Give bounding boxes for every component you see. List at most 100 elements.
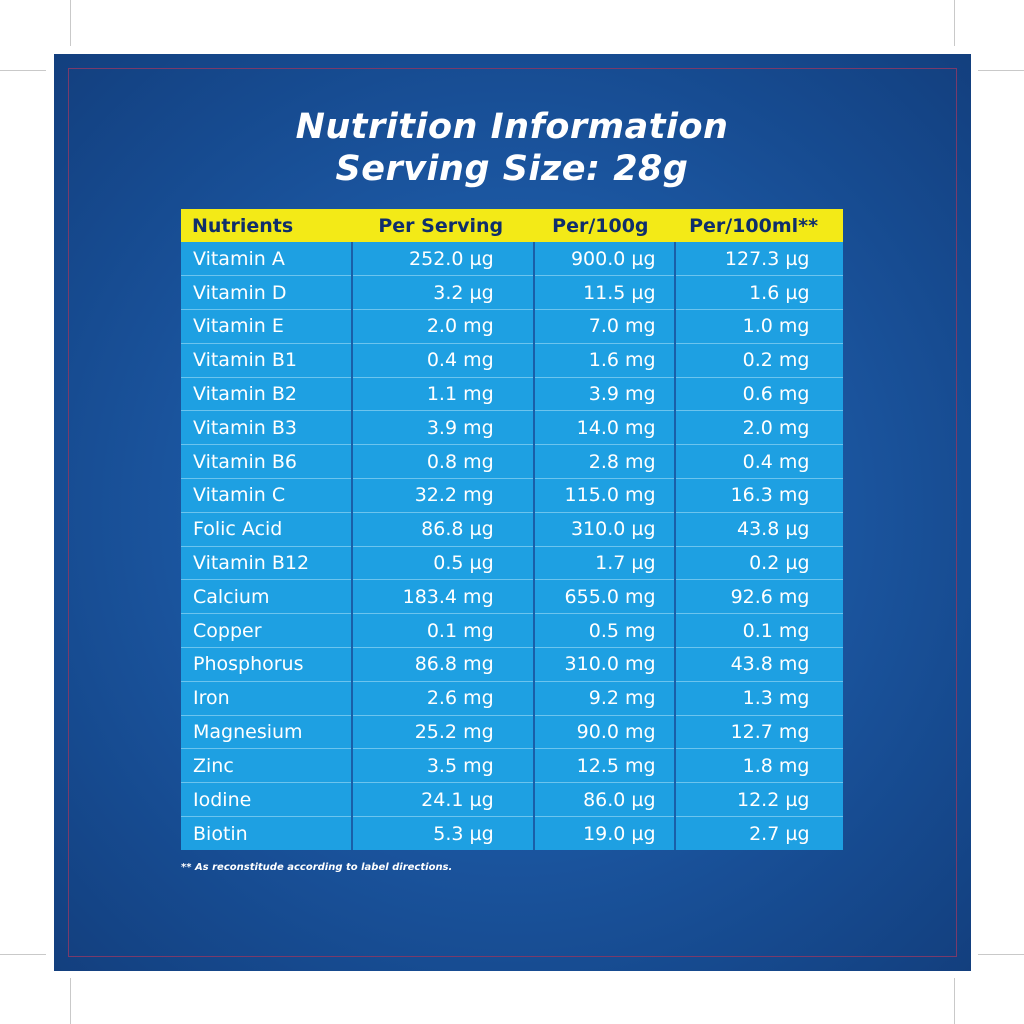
per-100g-value: 115.0 mg — [533, 478, 676, 513]
per-serving-value: 3.5 mg — [351, 748, 535, 783]
nutrient-name: Folic Acid — [181, 511, 353, 547]
table-row: Vitamin E 2.0 mg 7.0 mg 1.0 mg — [181, 309, 843, 344]
per-100ml-value: 0.1 mg — [674, 613, 843, 648]
per-100g-value: 86.0 µg — [533, 782, 676, 817]
per-serving-value: 0.4 mg — [351, 342, 535, 378]
column-header-per-100g: Per/100g — [533, 209, 676, 242]
per-serving-value: 0.5 µg — [351, 545, 535, 580]
table-row: Iron 2.6 mg 9.2 mg 1.3 mg — [181, 680, 843, 716]
table-row: Phosphorus 86.8 mg 310.0 mg 43.8 mg — [181, 647, 843, 682]
per-100ml-value: 2.7 µg — [674, 816, 843, 851]
table-row: Vitamin B12 0.5 µg 1.7 µg 0.2 µg — [181, 545, 843, 580]
per-serving-value: 2.0 mg — [351, 309, 535, 344]
crop-mark — [954, 0, 955, 46]
table-row: Copper 0.1 mg 0.5 mg 0.1 mg — [181, 613, 843, 648]
per-100ml-value: 92.6 mg — [674, 579, 843, 614]
per-100ml-value: 0.2 µg — [674, 545, 843, 580]
nutrient-name: Vitamin B1 — [181, 342, 353, 378]
footnote: ** As reconstitude according to label di… — [181, 862, 453, 873]
table-row: Vitamin D 3.2 µg 11.5 µg 1.6 µg — [181, 275, 843, 310]
per-100ml-value: 43.8 µg — [674, 511, 843, 547]
table-row: Vitamin C 32.2 mg 115.0 mg 16.3 mg — [181, 478, 843, 513]
column-header-per-serving: Per Serving — [351, 209, 535, 242]
per-100g-value: 19.0 µg — [533, 816, 676, 851]
crop-mark — [70, 0, 71, 46]
table-row: Vitamin B1 0.4 mg 1.6 mg 0.2 mg — [181, 342, 843, 378]
per-100ml-value: 12.2 µg — [674, 782, 843, 817]
per-100ml-value: 127.3 µg — [674, 242, 843, 276]
per-100ml-value: 1.0 mg — [674, 309, 843, 344]
per-100g-value: 14.0 mg — [533, 410, 676, 445]
table-header-row: Nutrients Per Serving Per/100g Per/100ml… — [181, 209, 843, 242]
per-100g-value: 90.0 mg — [533, 714, 676, 749]
per-serving-value: 2.6 mg — [351, 680, 535, 716]
crop-mark — [0, 70, 46, 71]
nutrient-name: Biotin — [181, 816, 353, 851]
nutrient-name: Vitamin E — [181, 309, 353, 344]
per-100ml-value: 1.6 µg — [674, 275, 843, 310]
per-100g-value: 1.6 mg — [533, 342, 676, 378]
page-title: Nutrition Information — [295, 107, 729, 147]
per-100ml-value: 1.8 mg — [674, 748, 843, 783]
per-serving-value: 252.0 µg — [351, 242, 535, 276]
nutrient-name: Vitamin B6 — [181, 444, 353, 479]
table-row: Biotin 5.3 µg 19.0 µg 2.7 µg — [181, 816, 843, 851]
nutrient-name: Zinc — [181, 748, 353, 783]
per-100g-value: 9.2 mg — [533, 680, 676, 716]
table-row: Vitamin B3 3.9 mg 14.0 mg 2.0 mg — [181, 410, 843, 445]
per-100ml-value: 12.7 mg — [674, 714, 843, 749]
per-100g-value: 1.7 µg — [533, 545, 676, 580]
crop-mark — [70, 978, 71, 1024]
per-serving-value: 3.2 µg — [351, 275, 535, 310]
table-row: Folic Acid 86.8 µg 310.0 µg 43.8 µg — [181, 511, 843, 547]
per-100ml-value: 0.6 mg — [674, 376, 843, 411]
nutrient-name: Vitamin B2 — [181, 376, 353, 411]
per-100g-value: 0.5 mg — [533, 613, 676, 648]
per-serving-value: 1.1 mg — [351, 376, 535, 411]
per-serving-value: 86.8 mg — [351, 647, 535, 682]
nutrient-name: Vitamin B12 — [181, 545, 353, 580]
per-serving-value: 32.2 mg — [351, 478, 535, 513]
per-serving-value: 3.9 mg — [351, 410, 535, 445]
per-serving-value: 25.2 mg — [351, 714, 535, 749]
table-body: Vitamin A 252.0 µg 900.0 µg 127.3 µg Vitamin… — [181, 242, 843, 851]
table-row: Calcium 183.4 mg 655.0 mg 92.6 mg — [181, 579, 843, 614]
per-serving-value: 0.8 mg — [351, 444, 535, 479]
per-100ml-value: 16.3 mg — [674, 478, 843, 513]
table-row: Iodine 24.1 µg 86.0 µg 12.2 µg — [181, 782, 843, 817]
per-100g-value: 12.5 mg — [533, 748, 676, 783]
nutrient-name: Calcium — [181, 579, 353, 614]
table-row: Vitamin B2 1.1 mg 3.9 mg 0.6 mg — [181, 376, 843, 411]
crop-mark — [978, 954, 1024, 955]
per-serving-value: 5.3 µg — [351, 816, 535, 851]
nutrient-name: Iodine — [181, 782, 353, 817]
nutrient-name: Vitamin D — [181, 275, 353, 310]
column-header-nutrients: Nutrients — [181, 209, 353, 242]
per-100g-value: 3.9 mg — [533, 376, 676, 411]
nutrition-table: Nutrients Per Serving Per/100g Per/100ml… — [181, 209, 843, 851]
crop-mark — [954, 978, 955, 1024]
per-100g-value: 655.0 mg — [533, 579, 676, 614]
crop-mark — [0, 954, 46, 955]
nutrient-name: Copper — [181, 613, 353, 648]
nutrient-name: Vitamin A — [181, 242, 353, 276]
per-100ml-value: 2.0 mg — [674, 410, 843, 445]
nutrient-name: Vitamin C — [181, 478, 353, 513]
nutrient-name: Vitamin B3 — [181, 410, 353, 445]
per-100ml-value: 0.4 mg — [674, 444, 843, 479]
nutrient-name: Magnesium — [181, 714, 353, 749]
nutrient-name: Phosphorus — [181, 647, 353, 682]
table-row: Zinc 3.5 mg 12.5 mg 1.8 mg — [181, 748, 843, 783]
per-serving-value: 86.8 µg — [351, 511, 535, 547]
per-serving-value: 183.4 mg — [351, 579, 535, 614]
per-serving-value: 24.1 µg — [351, 782, 535, 817]
table-row: Vitamin A 252.0 µg 900.0 µg 127.3 µg — [181, 242, 843, 276]
per-100g-value: 310.0 µg — [533, 511, 676, 547]
per-serving-value: 0.1 mg — [351, 613, 535, 648]
nutrient-name: Iron — [181, 680, 353, 716]
table-row: Vitamin B6 0.8 mg 2.8 mg 0.4 mg — [181, 444, 843, 479]
serving-size-title: Serving Size: 28g — [335, 149, 689, 189]
per-100g-value: 310.0 mg — [533, 647, 676, 682]
per-100g-value: 900.0 µg — [533, 242, 676, 276]
